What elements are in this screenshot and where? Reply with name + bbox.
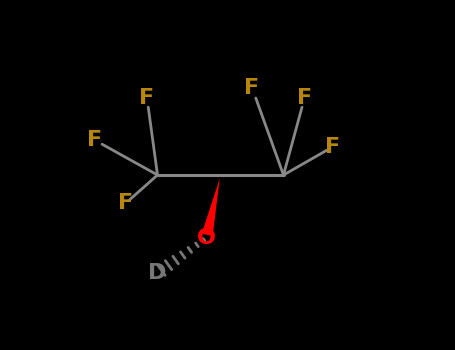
Polygon shape [202,178,220,236]
Text: F: F [244,77,259,98]
Text: F: F [118,193,134,213]
Text: O: O [197,228,216,248]
Text: D: D [148,263,167,283]
Text: F: F [139,88,155,108]
Text: F: F [297,88,312,108]
Text: F: F [87,130,102,150]
Text: F: F [325,137,340,157]
